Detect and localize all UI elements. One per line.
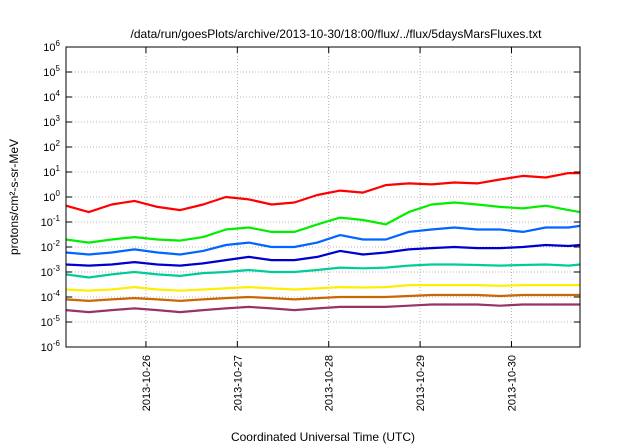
chart-title: /data/run/goesPlots/archive/2013-10-30/1… [131,27,543,41]
x-axis-label: Coordinated Universal Time (UTC) [231,430,415,444]
series-line-5 [65,263,581,279]
x-tick-label: 2013-10-28 [324,355,336,411]
plot-frame [65,46,581,348]
y-tick-label: 10-3 [41,264,61,279]
y-tick-label: 10-6 [41,339,61,354]
y-tick-label: 101 [43,164,60,179]
series-line-2 [65,201,581,244]
x-tick-label: 2013-10-26 [141,355,153,411]
x-tick-label: 2013-10-27 [232,355,244,411]
y-axis-label: protons/cm²-s-sr-MeV [7,139,21,255]
y-tick-label: 100 [43,189,60,204]
grid [66,47,580,347]
series-line-1 [65,172,580,214]
series-line-6 [65,284,580,292]
y-axis: 10-6 10-5 10-4 10-3 10-2 10-1 100 101 102 103 104 1… [41,39,580,354]
series-line-7 [65,293,580,302]
x-tick-label: 2013-10-30 [506,355,518,411]
y-tick-label: 10-5 [41,314,61,329]
x-axis: 2013-10-26 2013-10-27 2013-10-28 2013-10-29… [141,47,518,411]
y-tick-label: 102 [43,139,60,154]
y-tick-label: 103 [43,114,60,129]
series-group [65,172,581,314]
y-tick-label: 10-2 [41,239,61,254]
x-tick-label: 2013-10-29 [415,355,427,411]
y-tick-label: 10-1 [41,214,61,229]
series-line-4 [65,243,581,267]
series-line-8 [65,303,580,314]
y-tick-label: 10-4 [41,289,61,304]
y-tick-label: 104 [43,89,60,104]
series-line-3 [65,224,581,256]
y-tick-label: 106 [43,39,60,54]
y-tick-label: 105 [43,64,60,79]
